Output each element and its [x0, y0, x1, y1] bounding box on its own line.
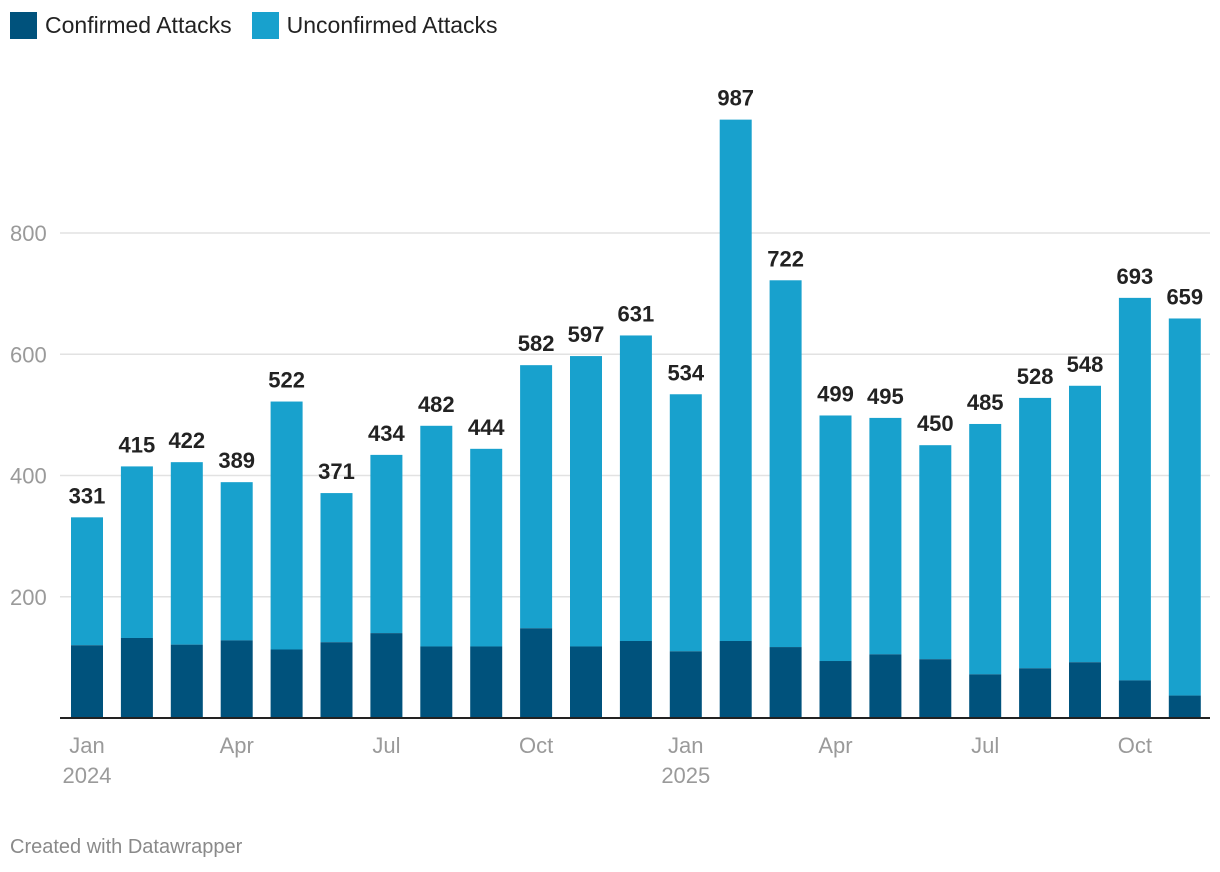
- x-tick-label-3: Apr: [220, 733, 254, 758]
- bar-unconfirmed-16: [869, 417, 902, 655]
- total-label-7: 482: [418, 392, 455, 417]
- bar-confirmed-4: [270, 649, 303, 718]
- total-label-3: 389: [218, 448, 255, 473]
- bar-confirmed-11: [619, 641, 652, 718]
- total-label-16: 495: [867, 384, 904, 409]
- total-label-21: 693: [1117, 264, 1154, 289]
- x-tick-year-0: 2024: [63, 763, 112, 788]
- bar-unconfirmed-7: [420, 425, 453, 647]
- total-label-5: 371: [318, 459, 355, 484]
- legend: Confirmed Attacks Unconfirmed Attacks: [10, 12, 498, 39]
- bar-unconfirmed-19: [1019, 397, 1052, 669]
- bar-confirmed-9: [520, 628, 553, 718]
- total-label-20: 548: [1067, 352, 1104, 377]
- y-tick-label-800: 800: [10, 221, 47, 246]
- bar-confirmed-21: [1118, 680, 1151, 718]
- bar-confirmed-10: [570, 646, 602, 718]
- x-tick-label-6: Jul: [372, 733, 400, 758]
- legend-label-confirmed: Confirmed Attacks: [45, 12, 232, 38]
- footer-credit[interactable]: Created with Datawrapper: [10, 836, 243, 858]
- total-label-4: 522: [268, 368, 305, 393]
- total-label-2: 422: [168, 428, 205, 453]
- total-label-17: 450: [917, 411, 954, 436]
- legend-label-unconfirmed: Unconfirmed Attacks: [286, 12, 498, 38]
- x-tick-label-9: Oct: [519, 733, 553, 758]
- bar-confirmed-7: [420, 646, 453, 718]
- bar-confirmed-8: [470, 646, 503, 718]
- x-tick-label-0: Jan: [69, 733, 104, 758]
- bar-unconfirmed-22: [1168, 318, 1201, 696]
- x-tick-year-12: 2025: [661, 763, 710, 788]
- confirmed-swatch: [10, 12, 37, 39]
- bar-unconfirmed-10: [570, 356, 602, 647]
- total-label-1: 415: [119, 432, 156, 457]
- x-tick-label-21: Oct: [1118, 733, 1152, 758]
- bar-confirmed-0: [71, 645, 103, 718]
- bar-unconfirmed-17: [919, 445, 952, 660]
- total-label-9: 582: [518, 331, 555, 356]
- bar-confirmed-1: [120, 637, 153, 718]
- y-tick-label-400: 400: [10, 464, 47, 489]
- bar-unconfirmed-2: [170, 462, 203, 645]
- legend-item-unconfirmed[interactable]: Unconfirmed Attacks: [251, 12, 498, 39]
- bar-confirmed-15: [819, 661, 852, 718]
- bar-unconfirmed-6: [370, 454, 403, 634]
- total-label-0: 331: [69, 483, 106, 508]
- total-label-8: 444: [468, 415, 505, 440]
- total-label-11: 631: [618, 301, 655, 326]
- bar-unconfirmed-1: [120, 466, 153, 638]
- bar-unconfirmed-8: [470, 448, 503, 647]
- bar-unconfirmed-20: [1069, 385, 1101, 663]
- bar-unconfirmed-18: [969, 423, 1002, 675]
- bar-unconfirmed-5: [320, 493, 353, 643]
- bar-unconfirmed-11: [619, 335, 652, 642]
- bar-confirmed-3: [220, 640, 253, 718]
- bar-unconfirmed-4: [270, 401, 303, 650]
- total-label-14: 722: [767, 246, 804, 271]
- total-label-19: 528: [1017, 364, 1054, 389]
- bar-unconfirmed-9: [520, 365, 553, 629]
- total-label-6: 434: [368, 421, 405, 446]
- bar-confirmed-22: [1168, 695, 1201, 718]
- bar-unconfirmed-12: [669, 394, 702, 652]
- bar-confirmed-12: [669, 651, 702, 718]
- bar-confirmed-2: [170, 644, 203, 718]
- bar-unconfirmed-3: [220, 482, 253, 641]
- total-label-12: 534: [667, 360, 704, 385]
- x-tick-label-15: Apr: [818, 733, 852, 758]
- bar-confirmed-5: [320, 642, 353, 718]
- bar-confirmed-14: [769, 647, 802, 718]
- bar-unconfirmed-14: [769, 280, 802, 648]
- bar-confirmed-18: [969, 674, 1002, 718]
- y-tick-label-600: 600: [10, 342, 47, 367]
- total-label-13: 987: [717, 86, 754, 111]
- bar-confirmed-17: [919, 659, 952, 718]
- bar-confirmed-19: [1019, 668, 1052, 718]
- bar-confirmed-16: [869, 654, 902, 718]
- bar-confirmed-6: [370, 633, 403, 718]
- stacked-bar-chart: 200 400 600 800 331 415 422 389 522 371 434 482 444 5…: [10, 86, 1210, 788]
- bar-confirmed-20: [1069, 662, 1101, 718]
- total-label-10: 597: [568, 322, 605, 347]
- y-tick-label-200: 200: [10, 585, 47, 610]
- x-tick-label-18: Jul: [971, 733, 999, 758]
- total-label-15: 499: [817, 381, 854, 406]
- bar-unconfirmed-15: [819, 415, 852, 662]
- total-label-18: 485: [967, 390, 1004, 415]
- bar-confirmed-13: [719, 641, 752, 718]
- total-label-22: 659: [1166, 284, 1203, 309]
- unconfirmed-swatch: [251, 12, 279, 39]
- bar-unconfirmed-21: [1118, 297, 1151, 681]
- x-tick-label-12: Jan: [668, 733, 703, 758]
- legend-item-confirmed[interactable]: Confirmed Attacks: [10, 12, 232, 39]
- bar-unconfirmed-0: [71, 517, 103, 646]
- bar-unconfirmed-13: [719, 119, 752, 642]
